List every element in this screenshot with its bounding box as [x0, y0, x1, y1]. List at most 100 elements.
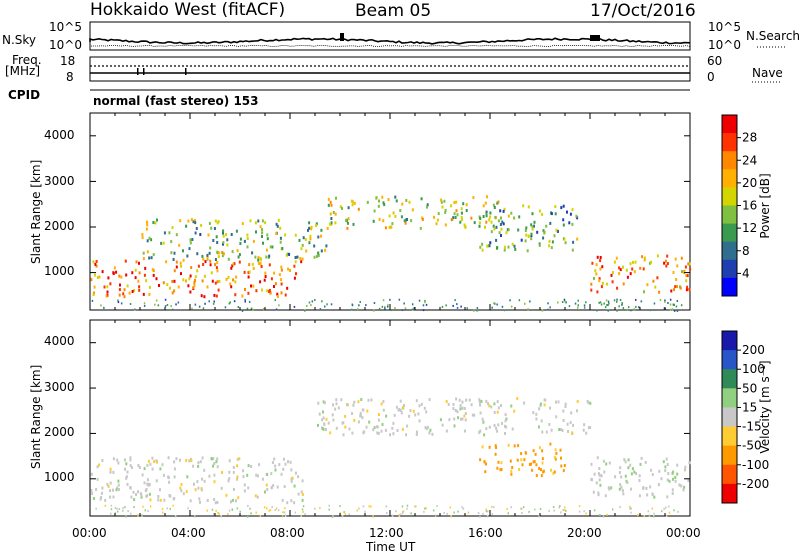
velocity-cell	[560, 456, 562, 460]
power-cell	[134, 268, 137, 272]
velocity-cell	[228, 470, 231, 474]
power-cell	[222, 234, 225, 238]
colorbar-tick-label: 12	[742, 221, 757, 235]
power-cell	[388, 214, 391, 218]
velocity-cell	[597, 472, 600, 476]
ground-scatter-cell	[663, 507, 665, 510]
power-cell	[390, 225, 393, 229]
colorbar-tick-label: -200	[742, 477, 769, 491]
power-cell	[610, 273, 613, 277]
power-cell	[251, 262, 254, 266]
ground-scatter-cell	[265, 507, 268, 510]
velocity-cell	[323, 422, 326, 426]
velocity-cell	[541, 457, 544, 461]
ground-scatter-cell	[450, 515, 452, 518]
ground-scatter-cell	[171, 308, 174, 311]
velocity-cell	[666, 478, 669, 482]
ground-scatter-cell	[485, 508, 487, 511]
velocity-cell	[651, 473, 654, 477]
ground-scatter-cell	[382, 299, 385, 302]
ground-scatter-cell	[310, 304, 312, 307]
ground-scatter-cell	[599, 514, 601, 516]
ground-scatter-cell	[640, 300, 643, 303]
ground-scatter-cell	[277, 509, 280, 512]
power-cell	[261, 288, 263, 292]
ground-scatter-cell	[319, 507, 321, 509]
velocity-cell	[370, 398, 373, 402]
power-cell	[251, 251, 254, 255]
power-cell	[450, 204, 453, 208]
velocity-cell	[431, 432, 434, 436]
velocity-cell	[236, 464, 239, 468]
freq-tick-bottom: 8	[66, 70, 74, 84]
power-cell	[672, 270, 675, 274]
power-cell	[225, 233, 228, 237]
velocity-cell	[583, 423, 586, 427]
power-cell	[214, 281, 217, 285]
power-cell	[212, 239, 215, 242]
velocity-cell	[618, 471, 621, 475]
ground-scatter-cell	[466, 307, 468, 310]
velocity-cell	[265, 483, 268, 487]
velocity-cell	[598, 473, 601, 477]
power-cell	[230, 233, 233, 236]
colorbar-segment	[722, 445, 737, 466]
power-cell	[572, 240, 575, 244]
velocity-cell	[496, 429, 499, 433]
power-cell	[216, 280, 219, 284]
velocity-cell	[555, 451, 558, 455]
power-cell	[171, 226, 174, 230]
velocity-cell	[100, 496, 103, 499]
ground-scatter-cell	[585, 301, 587, 304]
ground-scatter-cell	[227, 513, 229, 516]
velocity-cell	[271, 461, 274, 464]
ground-scatter-cell	[231, 508, 234, 511]
velocity-cell	[406, 424, 409, 428]
power-cell	[568, 221, 571, 225]
ground-scatter-cell	[390, 309, 392, 312]
velocity-cell	[415, 399, 418, 403]
velocity-cell	[255, 473, 258, 477]
ground-scatter-cell	[607, 304, 609, 307]
velocity-cell	[274, 464, 277, 468]
velocity-cell	[332, 418, 335, 422]
power-cell	[315, 222, 318, 226]
noise-spike	[590, 35, 600, 41]
velocity-cell	[497, 406, 500, 410]
ground-scatter-cell	[599, 301, 602, 304]
velocity-cell	[337, 406, 340, 410]
power-cell	[142, 251, 145, 255]
ground-scatter-cell	[373, 302, 376, 304]
power-cell	[279, 236, 282, 240]
velocity-cell	[290, 468, 293, 472]
velocity-cell	[561, 429, 564, 432]
ground-scatter-cell	[406, 504, 409, 507]
plot-frame	[89, 319, 691, 517]
velocity-cell	[671, 488, 674, 492]
power-cell	[461, 218, 463, 222]
velocity-cell	[453, 424, 456, 428]
velocity-cell	[562, 469, 565, 473]
velocity-cell	[274, 468, 277, 472]
power-cell	[206, 256, 209, 260]
ground-scatter-cell	[300, 514, 302, 517]
ground-scatter-cell	[675, 305, 678, 308]
velocity-cell	[614, 475, 617, 479]
ground-scatter-cell	[577, 299, 579, 302]
velocity-cell	[135, 493, 138, 496]
power-cell	[131, 271, 134, 275]
power-cell	[232, 262, 235, 266]
power-cell	[689, 267, 692, 271]
ground-scatter-cell	[117, 301, 120, 304]
power-cell	[178, 243, 181, 247]
power-cell	[273, 271, 276, 275]
ground-scatter-cell	[534, 508, 536, 511]
power-cell	[105, 294, 108, 298]
velocity-cell	[485, 399, 488, 403]
velocity-cell	[116, 486, 119, 490]
power-cell	[168, 231, 171, 235]
ground-scatter-cell	[411, 308, 414, 311]
power-cell	[482, 204, 485, 208]
velocity-cell	[109, 481, 112, 485]
velocity-cell	[147, 459, 150, 463]
